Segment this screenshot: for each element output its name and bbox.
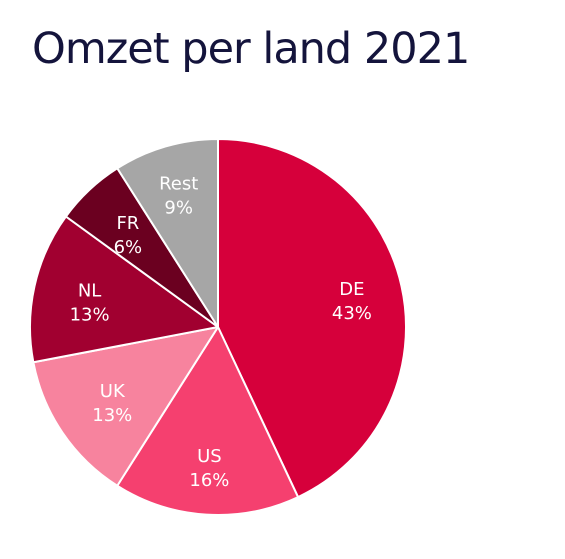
pie-labels: DE 43% US 16% UK 13% NL 13% FR 6% Rest 9% [70,174,372,491]
pie-slice-de [217,138,407,499]
slice-label-uk: UK [100,381,126,402]
chart-title: Omzet per land 2021 [32,24,470,74]
pie-slice-nl [29,215,219,364]
slice-value-us: 16% [189,470,229,491]
slice-value-fr: 6% [114,237,143,258]
slice-label-de: DE [339,279,364,300]
pie-slice-rest [116,138,219,328]
slice-value-rest: 9% [164,198,193,219]
pie-slice-uk [32,326,219,487]
pie-slices [29,138,407,516]
slice-label-rest: Rest [159,174,198,195]
slice-value-nl: 13% [70,304,110,325]
slice-value-uk: 13% [92,405,132,426]
slice-label-fr: FR [116,213,139,234]
slice-label-nl: NL [78,280,102,301]
slice-label-us: US [197,446,222,467]
slice-value-de: 43% [332,303,372,324]
pie-slice-us [116,326,300,516]
